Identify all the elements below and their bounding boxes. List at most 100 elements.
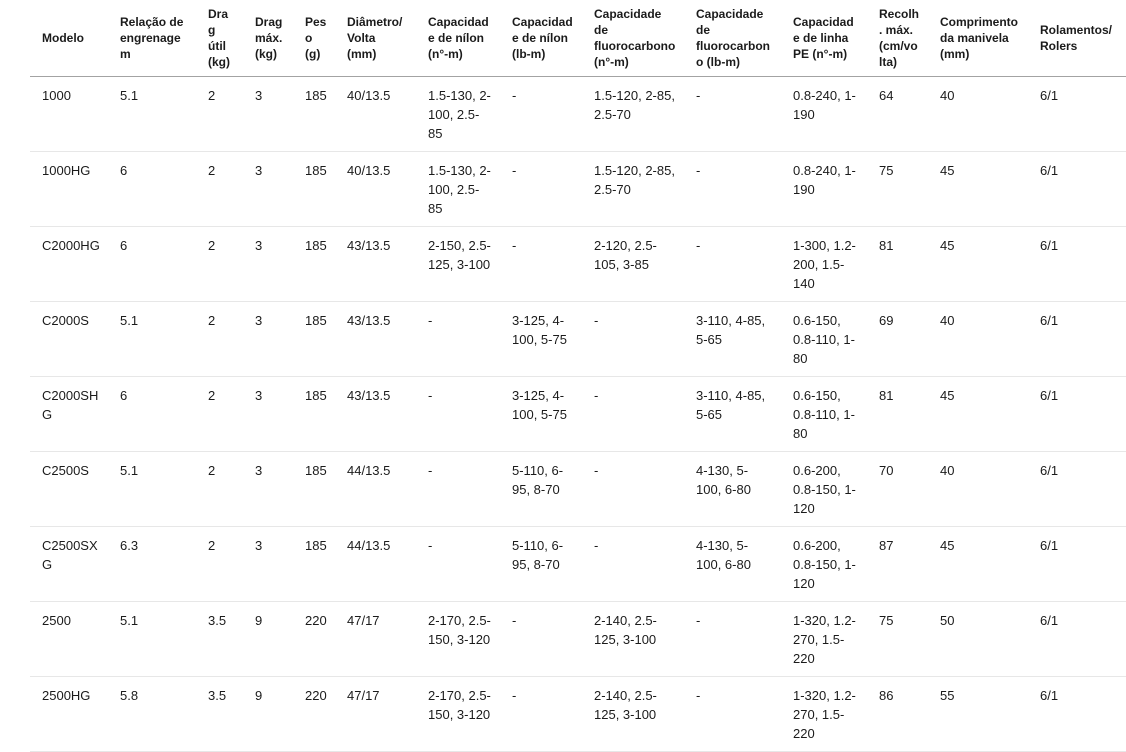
cell-diametro-volta: 47/17 xyxy=(335,601,416,677)
cell-comprimento: 45 xyxy=(928,376,1028,452)
cell-peso: 185 xyxy=(293,76,335,152)
cell-cap-nilon-lb: - xyxy=(500,601,582,677)
cell-drag-max: 3 xyxy=(243,526,293,602)
cell-modelo: C2000S xyxy=(30,301,108,377)
cell-cap-linha-pe: 0.6-200, 0.8-150, 1-120 xyxy=(781,451,867,527)
cell-cap-fluoro-lb: 3-110, 4-85, 5-65 xyxy=(684,301,781,377)
cell-relacao: 5.1 xyxy=(108,451,196,527)
table-row: C2000S 5.1 2 3 185 43/13.5-3-125, 4-100, 5-75… xyxy=(30,301,1126,377)
cell-drag-util: 2 xyxy=(196,226,243,302)
cell-cap-fluoro-n: 2-140, 2.5-125, 3-100 xyxy=(582,601,684,677)
cell-rolamentos: 6/1 xyxy=(1028,451,1126,527)
cell-cap-nilon-n: 1.5-130, 2-100, 2.5-85 xyxy=(416,151,500,227)
cell-drag-max: 3 xyxy=(243,226,293,302)
cell-comprimento: 40 xyxy=(928,451,1028,527)
cell-relacao: 6 xyxy=(108,376,196,452)
cell-drag-util: 2 xyxy=(196,526,243,602)
cell-peso: 185 xyxy=(293,151,335,227)
cell-drag-max: 3 xyxy=(243,451,293,527)
cell-cap-fluoro-n: 2-120, 2.5-105, 3-85 xyxy=(582,226,684,302)
cell-drag-max: 9 xyxy=(243,601,293,677)
cell-cap-nilon-lb: 3-125, 4-100, 5-75 xyxy=(500,376,582,452)
cell-peso: 185 xyxy=(293,526,335,602)
cell-cap-linha-pe: 1-320, 1.2-270, 1.5-220 xyxy=(781,601,867,677)
cell-drag-util: 3.5 xyxy=(196,676,243,752)
reel-specs-table: Modelo Relação de engrenagem Drag útil (kg… xyxy=(30,0,1126,752)
cell-cap-linha-pe: 0.6-200, 0.8-150, 1-120 xyxy=(781,526,867,602)
column-header-cap-nilon-lb: Capacidade de nílon (lb-m) xyxy=(500,0,582,77)
cell-cap-fluoro-n: - xyxy=(582,526,684,602)
cell-rolamentos: 6/1 xyxy=(1028,601,1126,677)
cell-cap-linha-pe: 1-320, 1.2-270, 1.5-220 xyxy=(781,676,867,752)
column-header-cap-nilon-n: Capacidade de nílon (n°-m) xyxy=(416,0,500,77)
cell-diametro-volta: 44/13.5 xyxy=(335,526,416,602)
table-header: Modelo Relação de engrenagem Drag útil (kg… xyxy=(30,0,1126,77)
cell-peso: 185 xyxy=(293,451,335,527)
column-header-cap-linha-pe: Capacidade de linha PE (n°-m) xyxy=(781,0,867,77)
header-row: Modelo Relação de engrenagem Drag útil (kg… xyxy=(30,0,1126,77)
column-header-cap-fluoro-lb: Capacidade de fluorocarbono (lb-m) xyxy=(684,0,781,77)
cell-recolhimento: 75 xyxy=(867,601,928,677)
cell-peso: 220 xyxy=(293,676,335,752)
cell-cap-linha-pe: 1-300, 1.2-200, 1.5-140 xyxy=(781,226,867,302)
cell-diametro-volta: 40/13.5 xyxy=(335,151,416,227)
cell-recolhimento: 81 xyxy=(867,376,928,452)
cell-cap-fluoro-lb: - xyxy=(684,76,781,152)
table-row: 2500 5.1 3.5 9 220 47/17 2-170, 2.5-150, 3-120… xyxy=(30,601,1126,677)
cell-drag-util: 2 xyxy=(196,451,243,527)
table-row: 2500HG 5.8 3.5 9 220 47/17 2-170, 2.5-150, 3-1… xyxy=(30,676,1126,752)
cell-comprimento: 40 xyxy=(928,301,1028,377)
cell-relacao: 5.1 xyxy=(108,76,196,152)
cell-cap-linha-pe: 0.6-150, 0.8-110, 1-80 xyxy=(781,376,867,452)
cell-cap-fluoro-n: 1.5-120, 2-85, 2.5-70 xyxy=(582,151,684,227)
cell-drag-util: 2 xyxy=(196,151,243,227)
cell-comprimento: 45 xyxy=(928,151,1028,227)
cell-cap-nilon-n: - xyxy=(416,451,500,527)
cell-modelo: C2000SHG xyxy=(30,376,108,452)
cell-cap-nilon-n: 2-170, 2.5-150, 3-120 xyxy=(416,676,500,752)
cell-drag-util: 3.5 xyxy=(196,601,243,677)
cell-comprimento: 55 xyxy=(928,676,1028,752)
cell-diametro-volta: 47/17 xyxy=(335,676,416,752)
table-row: C2000SHG 6 2 3 185 43/13.5-3-125, 4-100, 5-75… xyxy=(30,376,1126,452)
cell-relacao: 5.1 xyxy=(108,601,196,677)
cell-cap-nilon-lb: - xyxy=(500,226,582,302)
cell-cap-nilon-lb: - xyxy=(500,676,582,752)
cell-cap-fluoro-n: - xyxy=(582,376,684,452)
table-body: 1000 5.1 2 3 185 40/13.5 1.5-130, 2-100, 2.5-8… xyxy=(30,76,1126,752)
cell-recolhimento: 64 xyxy=(867,76,928,152)
cell-rolamentos: 6/1 xyxy=(1028,376,1126,452)
cell-diametro-volta: 43/13.5 xyxy=(335,226,416,302)
cell-cap-fluoro-lb: 3-110, 4-85, 5-65 xyxy=(684,376,781,452)
cell-relacao: 6.3 xyxy=(108,526,196,602)
column-header-rolamentos: Rolamentos/Rolers xyxy=(1028,0,1126,77)
cell-peso: 220 xyxy=(293,601,335,677)
cell-modelo: 2500 xyxy=(30,601,108,677)
cell-cap-linha-pe: 0.6-150, 0.8-110, 1-80 xyxy=(781,301,867,377)
cell-drag-max: 3 xyxy=(243,151,293,227)
cell-comprimento: 40 xyxy=(928,76,1028,152)
cell-drag-max: 9 xyxy=(243,676,293,752)
table-row: 1000HG 6 2 3 185 40/13.5 1.5-130, 2-100, 2.5-8… xyxy=(30,151,1126,227)
cell-modelo: 1000 xyxy=(30,76,108,152)
cell-cap-nilon-lb: 5-110, 6-95, 8-70 xyxy=(500,451,582,527)
cell-cap-fluoro-lb: 4-130, 5-100, 6-80 xyxy=(684,451,781,527)
table-row: 1000 5.1 2 3 185 40/13.5 1.5-130, 2-100, 2.5-8… xyxy=(30,76,1126,152)
column-header-recolhimento: Recolh. máx. (cm/volta) xyxy=(867,0,928,77)
cell-cap-fluoro-lb: - xyxy=(684,226,781,302)
cell-relacao: 5.8 xyxy=(108,676,196,752)
cell-cap-fluoro-n: - xyxy=(582,451,684,527)
cell-cap-fluoro-n: - xyxy=(582,301,684,377)
cell-diametro-volta: 43/13.5 xyxy=(335,376,416,452)
cell-cap-fluoro-lb: - xyxy=(684,676,781,752)
cell-cap-nilon-n: 1.5-130, 2-100, 2.5-85 xyxy=(416,76,500,152)
cell-cap-linha-pe: 0.8-240, 1-190 xyxy=(781,151,867,227)
cell-recolhimento: 87 xyxy=(867,526,928,602)
cell-modelo: C2500SXG xyxy=(30,526,108,602)
cell-modelo: C2000HG xyxy=(30,226,108,302)
cell-recolhimento: 75 xyxy=(867,151,928,227)
cell-cap-fluoro-lb: - xyxy=(684,601,781,677)
column-header-relacao: Relação de engrenagem xyxy=(108,0,196,77)
column-header-drag-util: Drag útil (kg) xyxy=(196,0,243,77)
cell-diametro-volta: 40/13.5 xyxy=(335,76,416,152)
